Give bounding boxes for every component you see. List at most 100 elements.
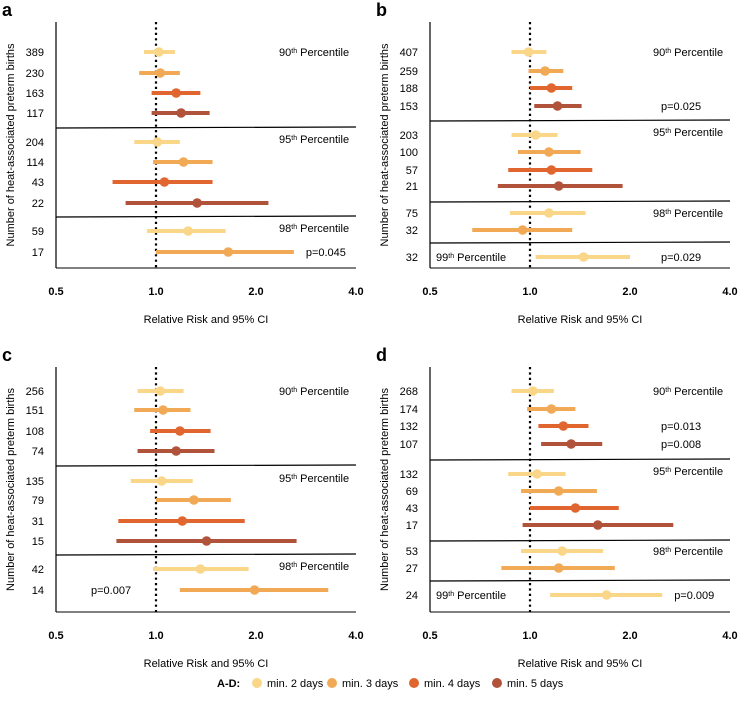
rr-point-d4 [570,503,581,513]
group-separator [429,539,731,542]
x-tick-label: 0.5 [422,286,437,298]
rr-point-d4 [546,83,557,93]
x-tick-label: 4.0 [348,286,363,298]
row-count-label: 135 [26,476,44,488]
y-axis-title: Number of heat-associated preterm births [379,388,391,591]
x-axis-title: Relative Risk and 95% CI [144,314,269,326]
x-tick-label: 1.0 [522,286,537,298]
x-tick-label: 2.0 [248,630,263,642]
x-axis-title: Relative Risk and 95% CI [518,658,643,670]
x-tick-label: 1.0 [148,630,163,642]
percentile-caption: 98th Percentile [279,561,349,573]
group-separator [429,579,731,582]
group-separator [429,458,731,461]
legend-label-d2: min. 2 days [267,678,324,690]
row-count-label: 14 [32,585,44,597]
p-value-label: p=0.008 [661,439,701,451]
rr-point-d2 [156,476,167,486]
row-count-label: 230 [26,68,44,80]
legend-label-d5: min. 5 days [507,678,564,690]
rr-point-d3 [546,404,557,414]
percentile-caption: 90th Percentile [653,47,723,59]
rr-point-d5 [192,198,202,208]
row-count-label: 43 [406,503,418,515]
panel-b: b Number of heat-associated preterm birth… [376,0,738,326]
x-tick-label: 0.5 [48,286,63,298]
percentile-caption: 95th Percentile [279,473,349,485]
row-count-label: 43 [32,177,44,189]
rr-point-d3 [189,495,199,505]
rr-point-d3 [540,66,550,76]
legend-label-d4: min. 4 days [424,678,481,690]
panel-letter: d [376,345,387,365]
rr-point-d3 [544,147,554,157]
row-count-label: 203 [400,130,418,142]
x-tick-label: 4.0 [722,630,737,642]
legend-swatch-d3 [327,678,337,688]
row-count-label: 389 [26,47,44,59]
p-value-label: p=0.045 [306,247,346,259]
group-separator [55,553,357,556]
row-count-label: 32 [406,252,418,264]
x-axis-title: Relative Risk and 95% CI [518,314,643,326]
rr-point-d2 [530,130,541,140]
percentile-caption: 90th Percentile [279,386,349,398]
x-tick-label: 4.0 [348,630,363,642]
p-value-label: p=0.025 [661,101,701,113]
group-separator [55,464,357,467]
row-count-label: 27 [406,563,418,575]
row-count-label: 24 [406,590,418,602]
rr-point-d2 [601,590,612,600]
rr-point-d5 [552,101,563,111]
row-count-label: 75 [406,208,418,220]
percentile-caption: 90th Percentile [653,386,723,398]
group-separator [55,126,357,129]
rr-point-d4 [175,426,185,436]
group-separator [429,200,731,203]
rr-point-d4 [171,88,181,98]
row-count-label: 32 [406,225,418,237]
p-value-label: p=0.029 [661,252,701,264]
y-axis-title: Number of heat-associated preterm births [5,43,17,246]
rr-point-d5 [201,536,212,546]
rr-point-d3 [249,585,260,595]
panel-d: d Number of heat-associated preterm birth… [376,345,738,670]
row-count-label: 53 [406,546,418,558]
rr-point-d2 [578,252,589,262]
panel-letter: a [2,0,13,20]
row-count-label: 151 [26,405,44,417]
rr-point-d5 [171,446,181,456]
rr-point-d3 [223,247,234,257]
percentile-caption: 95th Percentile [653,466,723,478]
row-count-label: 17 [32,247,44,259]
row-count-label: 259 [400,66,418,78]
rr-point-d5 [553,181,564,191]
row-count-label: 22 [32,198,44,210]
p-value-label: p=0.007 [91,585,131,597]
x-tick-label: 2.0 [622,630,637,642]
row-count-label: 59 [32,226,44,238]
x-tick-label: 0.5 [422,630,437,642]
rr-point-d3 [517,225,528,235]
legend-prefix: A-D: [217,678,240,690]
group-separator [429,241,731,244]
rr-point-d2 [183,226,193,236]
legend-label-d3: min. 3 days [342,678,399,690]
x-tick-label: 0.5 [48,630,63,642]
row-count-label: 57 [406,165,418,177]
group-separator [429,119,731,122]
legend-swatch-d2 [252,678,262,688]
rr-point-d2 [523,47,534,57]
rr-point-d5 [566,439,576,449]
row-count-label: 153 [400,101,418,113]
x-tick-label: 1.0 [148,286,163,298]
x-tick-label: 1.0 [522,630,537,642]
row-count-label: 117 [26,108,44,120]
row-count-label: 132 [400,469,418,481]
panel-letter: c [2,345,12,365]
row-count-label: 107 [400,439,418,451]
percentile-caption: 99th Percentile [436,590,506,602]
row-count-label: 256 [26,386,44,398]
percentile-caption: 95th Percentile [653,127,723,139]
legend-swatch-d5 [492,678,502,688]
